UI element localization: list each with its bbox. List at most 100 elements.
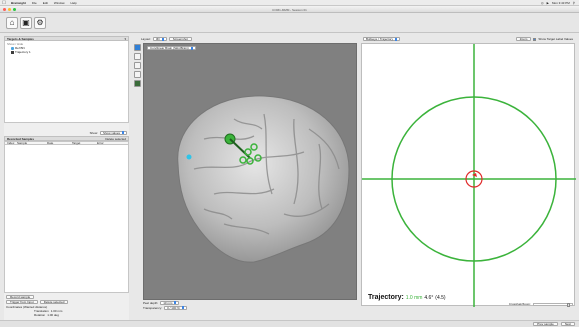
panel-menu-icon[interactable]: ▾ xyxy=(124,36,126,41)
home-button[interactable]: ⌂ xyxy=(6,17,18,29)
surface-select[interactable]: Curvilinear Brain (Skin/Brain) xyxy=(147,46,196,50)
show-label: Show: xyxy=(89,130,98,135)
layout-select[interactable]: 3D xyxy=(152,37,167,41)
trajectory-view-panel: Bullseye / Trajectory Zoom Show Target L… xyxy=(361,36,576,311)
menu-window[interactable]: Window xyxy=(53,0,65,5)
peel-select[interactable]: 10 mm xyxy=(160,300,180,305)
translation-label: Translation xyxy=(34,309,49,313)
next-sample-button[interactable]: Next xyxy=(560,322,575,326)
layout-select-value: 3D xyxy=(155,37,160,41)
pan-icon[interactable] xyxy=(134,62,141,69)
settings-icon: ⚙ xyxy=(36,18,44,27)
column-error[interactable]: Error xyxy=(97,141,104,145)
coords-label: Coordinates (Wanted distance) xyxy=(6,304,48,309)
samples-table[interactable] xyxy=(4,145,129,293)
bullseye-ring xyxy=(391,96,557,262)
zoom-slider[interactable] xyxy=(533,302,573,307)
tree-header: Show / Hide xyxy=(7,42,126,46)
zoom-slider-thumb[interactable] xyxy=(567,302,570,307)
tree-item-label: Ref BN xyxy=(15,46,25,50)
transparency-value: 0 / 100 % xyxy=(167,305,180,310)
menu-file[interactable]: File xyxy=(31,0,37,5)
chevron-down-icon xyxy=(122,131,124,134)
translation-row: Translation 1.00 mm xyxy=(4,309,129,313)
menu-edit[interactable]: Edit xyxy=(42,0,48,5)
toolbar: ⌂ ▣ ⚙ xyxy=(0,13,579,33)
surface-icon[interactable] xyxy=(134,80,141,87)
transparency-label: Transparency: xyxy=(143,305,163,310)
show-labels-label: Show Target Label Values xyxy=(538,37,573,41)
targets-panel-header: Targets & Samples ▾ xyxy=(4,36,129,41)
menu-bar-extras: ◎ ▶ Mon 3:43 PM ⚲ xyxy=(541,1,579,5)
screenshot-button[interactable]: Screenshot xyxy=(168,37,192,41)
reference-marker xyxy=(186,154,192,160)
3d-view-tools xyxy=(134,44,142,87)
prev-sample-button[interactable]: Prev sample xyxy=(533,322,558,326)
home-icon: ⌂ xyxy=(9,18,15,27)
rotation-value: 1.00 deg xyxy=(47,313,59,317)
trajectory-view-options: Zoom Show Target Label Values xyxy=(515,37,575,41)
show-select[interactable]: Show values xyxy=(99,130,127,135)
menu-help[interactable]: Help xyxy=(70,0,77,5)
layout-label: Layout: xyxy=(141,37,151,41)
readout-label: Trajectory: xyxy=(368,294,404,301)
trajectory-view-footer: Crosshair/Zoom: xyxy=(508,302,573,307)
camera-button[interactable]: ▣ xyxy=(20,17,32,29)
trigger-row: Trigger from Input Delete selected xyxy=(4,299,129,304)
tree-header-label: Show / Hide xyxy=(7,42,24,46)
layer-icon[interactable] xyxy=(134,44,141,51)
session-button[interactable]: ⚙ xyxy=(34,17,46,29)
window-zoom-button[interactable] xyxy=(13,8,16,11)
trajectory-readout: Trajectory: 1.0 mm 4.6° (4.5) xyxy=(368,294,446,301)
record-row: Record sample xyxy=(4,294,129,299)
translation-value: 1.00 mm xyxy=(50,309,63,313)
clock[interactable]: Mon 3:43 PM xyxy=(551,0,570,5)
target-markers xyxy=(186,133,262,165)
volume-icon[interactable]: ▶ xyxy=(546,0,549,5)
sample-controls: Record sample Trigger from Input Delete … xyxy=(4,294,129,320)
peel-value: 10 mm xyxy=(163,300,173,305)
rotation-row: Rotation 1.00 deg xyxy=(4,313,129,317)
window-title: COM1-MMM - Session 01 xyxy=(272,8,307,12)
column-date[interactable]: Date xyxy=(47,141,54,145)
chevron-down-icon xyxy=(174,301,177,304)
readout-unit: (4.5) xyxy=(435,295,446,301)
menu-app[interactable]: Brainsight xyxy=(11,0,26,5)
tree-item-trajectory[interactable]: Trajectory 1 xyxy=(7,50,126,54)
window-controls xyxy=(3,8,16,11)
reference-icon xyxy=(11,46,14,50)
zoom-button[interactable]: Zoom xyxy=(515,37,532,41)
zoom-icon[interactable] xyxy=(134,71,141,78)
apple-menu-icon[interactable]:  xyxy=(0,0,8,6)
rotate-icon[interactable] xyxy=(134,53,141,60)
bullseye-view[interactable]: Trajectory: 1.0 mm 4.6° (4.5) xyxy=(361,43,576,307)
column-sample[interactable]: Sample xyxy=(17,141,28,145)
zoom-label: Crosshair/Zoom: xyxy=(508,302,531,306)
peel-row: Peel depth: 10 mm xyxy=(143,300,357,305)
column-index[interactable]: Index xyxy=(7,141,15,145)
transparency-row: Transparency: 0 / 100 % xyxy=(143,305,357,310)
search-icon[interactable]: ⚲ xyxy=(572,0,575,5)
delete-selected-button[interactable]: Delete selected xyxy=(39,299,69,304)
wifi-icon[interactable]: ◎ xyxy=(541,0,544,5)
3d-view-panel: Layout: 3D Screenshot Curvilinear Brain … xyxy=(131,36,359,311)
samples-delete-link[interactable]: Delete selected xyxy=(105,136,126,141)
transparency-select[interactable]: 0 / 100 % xyxy=(164,305,187,310)
chevron-down-icon xyxy=(161,37,164,41)
trigger-input-button[interactable]: Trigger from Input xyxy=(6,299,38,304)
window-title-bar: COM1-MMM - Session 01 xyxy=(0,6,579,13)
show-labels-checkbox[interactable] xyxy=(533,37,537,41)
brain-surface xyxy=(177,95,350,263)
view-type-select[interactable]: Bullseye / Trajectory xyxy=(363,37,401,41)
record-sample-button[interactable]: Record sample xyxy=(6,294,35,299)
targets-panel: Targets & Samples ▾ Show / Hide Ref BN T… xyxy=(4,36,129,320)
tool-position-marker xyxy=(472,173,477,177)
samples-title: Recorded Samples xyxy=(7,136,35,141)
column-target[interactable]: Target xyxy=(72,141,81,145)
window-close-button[interactable] xyxy=(3,8,6,11)
tree-item-reference[interactable]: Ref BN xyxy=(7,46,126,50)
menu-bar:  Brainsight File Edit Window Help ◎ ▶ M… xyxy=(0,0,579,6)
window-minimize-button[interactable] xyxy=(8,8,11,11)
view-type-value: Bullseye / Trajectory xyxy=(366,37,394,41)
3d-viewport[interactable]: Curvilinear Brain (Skin/Brain) xyxy=(143,43,357,300)
